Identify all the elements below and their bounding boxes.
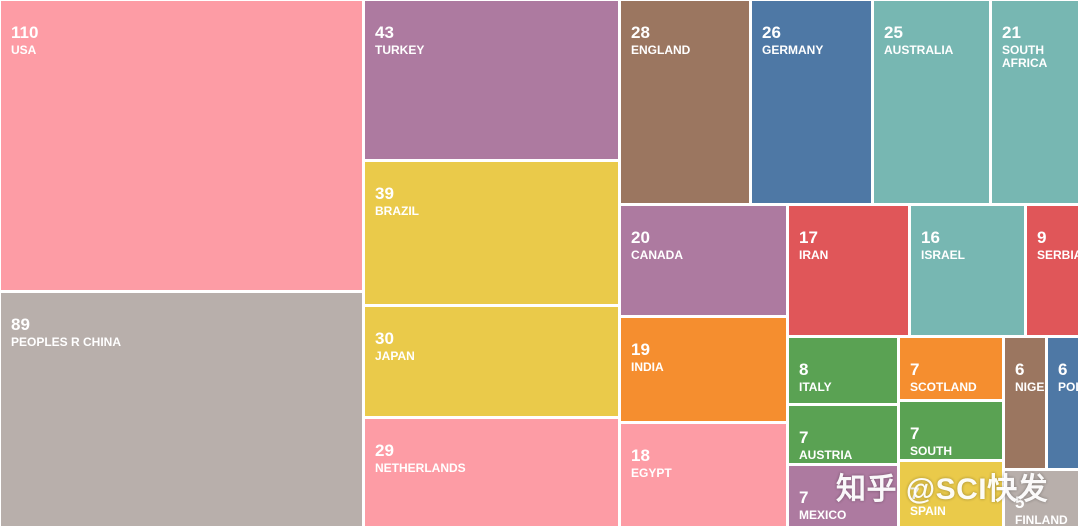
tile-value: 7 — [910, 360, 920, 379]
treemap-tile-scotland: 7 SCOTLAND — [900, 338, 1002, 399]
tile-value: 7 — [799, 428, 809, 447]
tile-value: 110 — [11, 23, 39, 42]
tile-value: 26 — [762, 23, 781, 42]
treemap-tile-israel: 16 ISRAEL — [911, 206, 1024, 335]
treemap-tile-peoples-r-china: 89 PEOPLES R CHINA — [1, 293, 362, 526]
treemap-tile-japan: 30 JAPAN — [365, 307, 618, 416]
tile-value: 28 — [631, 23, 650, 42]
tile-value: 9 — [1037, 228, 1047, 247]
treemap-tile-iran: 17 IRAN — [789, 206, 908, 335]
tile-label: SOUTH AFRICA — [1002, 43, 1048, 70]
treemap-tile-australia: 25 AUSTRALIA — [874, 1, 989, 203]
tile-label: ISRAEL — [921, 248, 966, 262]
tile-label: ENGLAND — [631, 43, 691, 57]
tile-value: 5 — [1015, 493, 1025, 512]
treemap-tile-egypt: 18 EGYPT — [621, 424, 786, 526]
tile-value: 89 — [11, 315, 30, 334]
tile-value: 8 — [799, 360, 809, 379]
tile-label: ITALY — [799, 380, 832, 394]
treemap-tile-spain: 7 SPAIN — [900, 462, 1002, 526]
tile-value: 43 — [375, 23, 394, 42]
tile-value: 17 — [799, 228, 818, 247]
tile-value: 39 — [375, 184, 394, 203]
tile-label: INDIA — [631, 360, 664, 374]
tile-value: 20 — [631, 228, 650, 247]
tile-label: SCOTLAND — [910, 380, 977, 394]
treemap-tile-netherlands: 29 NETHERLANDS — [365, 419, 618, 526]
treemap-tile-finland: 5 FINLAND — [1005, 471, 1078, 526]
tile-value: 25 — [884, 23, 903, 42]
tile-value: 30 — [375, 329, 394, 348]
treemap-tile-turkey: 43 TURKEY — [365, 1, 618, 159]
treemap-tile-canada: 20 CANADA — [621, 206, 786, 315]
tile-label: JAPAN — [375, 349, 415, 363]
tile-value: 19 — [631, 340, 650, 359]
treemap-tile-austria: 7 AUSTRIA — [789, 406, 897, 463]
tile-label: USA — [11, 43, 37, 57]
tile-value: 7 — [799, 488, 809, 507]
tile-label: NETHERLANDS — [375, 461, 466, 475]
tile-label: TURKEY — [375, 43, 425, 57]
treemap-tile-england: 28 ENGLAND — [621, 1, 749, 203]
treemap-tile-serbia: 9 SERBIA — [1027, 206, 1078, 335]
treemap-tile-india: 19 INDIA — [621, 318, 786, 421]
tile-label: IRAN — [799, 248, 829, 262]
tile-value: 6 — [1015, 360, 1025, 379]
tile-label: NIGERIA — [1015, 380, 1045, 394]
tile-label: BRAZIL — [375, 204, 419, 218]
tile-value: 7 — [910, 424, 920, 443]
tile-label: MEXICO — [799, 508, 847, 522]
tile-label: GERMANY — [762, 43, 824, 57]
tile-value: 29 — [375, 441, 394, 460]
tile-value: 18 — [631, 446, 650, 465]
tile-label: FINLAND — [1015, 513, 1068, 527]
tile-label: AUSTRIA — [799, 448, 853, 462]
treemap-tile-south-africa: 21 SOUTH AFRICA — [992, 1, 1078, 203]
tile-value: 7 — [910, 484, 920, 503]
treemap-tile-brazil: 39 BRAZIL — [365, 162, 618, 304]
tile-value: 16 — [921, 228, 940, 247]
treemap-tile-nigeria: 6NIGERIA — [1005, 338, 1045, 468]
tile-label: AUSTRALIA — [884, 43, 954, 57]
treemap-tile-usa: 110 USA — [1, 1, 362, 290]
tile-label: POLAND — [1058, 380, 1078, 394]
treemap-tile-poland: 6POLAND — [1048, 338, 1078, 468]
tile-label: SERBIA — [1037, 248, 1078, 262]
tile-label: SPAIN — [910, 504, 946, 518]
tile-label: SOUTH KOREA — [910, 444, 953, 460]
treemap-tile-germany: 26 GERMANY — [752, 1, 871, 203]
treemap-tile-italy: 8 ITALY — [789, 338, 897, 403]
tile-value: 21 — [1002, 23, 1021, 42]
tile-value: 6 — [1058, 360, 1068, 379]
tile-label: PEOPLES R CHINA — [11, 335, 122, 349]
watermark-text: 知乎 @SCI快发 — [836, 473, 1049, 506]
treemap-tile-mexico: 7 MEXICO — [789, 466, 897, 526]
tile-label: EGYPT — [631, 466, 672, 480]
tile-label: CANADA — [631, 248, 683, 262]
